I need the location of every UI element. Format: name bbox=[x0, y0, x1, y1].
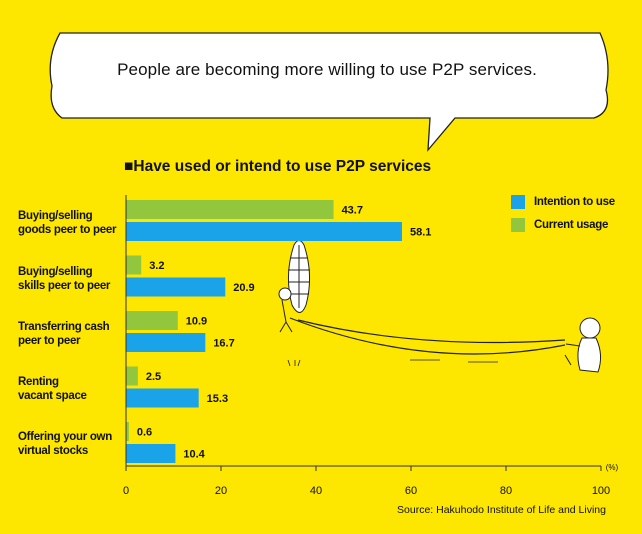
data-label-current-usage-1: 3.2 bbox=[149, 260, 164, 272]
source-note: Source: Hakuhodo Institute of Life and L… bbox=[397, 504, 606, 516]
chart-title: ■Have used or intend to use P2P services bbox=[124, 158, 431, 176]
x-tick-label-20: 20 bbox=[215, 485, 227, 497]
data-label-intention-to-use-0: 58.1 bbox=[410, 227, 431, 239]
legend-item-current: Current usage bbox=[511, 218, 608, 232]
headline: People are becoming more willing to use … bbox=[117, 60, 537, 79]
data-label-current-usage-2: 10.9 bbox=[186, 316, 207, 328]
x-tick-label-40: 40 bbox=[310, 485, 322, 497]
decorative-illustration bbox=[278, 240, 602, 373]
bar-current-usage-3 bbox=[126, 366, 138, 386]
bar-intention-to-use-3 bbox=[126, 388, 199, 408]
data-label-current-usage-4: 0.6 bbox=[137, 427, 152, 439]
category-label-skills: Buying/selling skills peer to peer bbox=[18, 266, 111, 292]
data-label-current-usage-0: 43.7 bbox=[342, 205, 363, 217]
data-label-current-usage-3: 2.5 bbox=[146, 371, 161, 383]
bar-intention-to-use-4 bbox=[126, 444, 176, 463]
legend-swatch-current bbox=[511, 218, 525, 232]
bar-intention-to-use-2 bbox=[126, 333, 206, 352]
bar-intention-to-use-0 bbox=[126, 222, 402, 241]
category-label-goods: Buying/selling goods peer to peer bbox=[18, 210, 117, 236]
legend-item-intention: Intention to use bbox=[511, 195, 615, 209]
category-label-stocks: Offering your own virtual stocks bbox=[18, 431, 112, 457]
x-tick-label-0: 0 bbox=[123, 485, 129, 497]
bar-intention-to-use-1 bbox=[126, 277, 226, 297]
data-label-intention-to-use-4: 10.4 bbox=[183, 449, 205, 461]
data-label-intention-to-use-2: 16.7 bbox=[213, 338, 234, 350]
bar-current-usage-1 bbox=[126, 255, 142, 275]
x-tick-label-60: 60 bbox=[405, 485, 417, 497]
legend-swatch-intention bbox=[511, 195, 525, 209]
category-label-space: Renting vacant space bbox=[18, 376, 87, 402]
square-marker-icon: ■ bbox=[124, 158, 134, 175]
data-label-intention-to-use-3: 15.3 bbox=[207, 393, 228, 405]
bar-current-usage-4 bbox=[126, 422, 129, 441]
unit-label: (%) bbox=[606, 463, 619, 472]
bar-current-usage-0 bbox=[126, 200, 334, 219]
x-tick-label-80: 80 bbox=[500, 485, 512, 497]
category-label-cash: Transferring cash peer to peer bbox=[18, 321, 110, 347]
bar-current-usage-2 bbox=[126, 311, 178, 330]
x-tick-label-100: 100 bbox=[592, 485, 610, 497]
chart-title-text: Have used or intend to use P2P services bbox=[133, 158, 432, 175]
data-label-intention-to-use-1: 20.9 bbox=[233, 282, 254, 294]
